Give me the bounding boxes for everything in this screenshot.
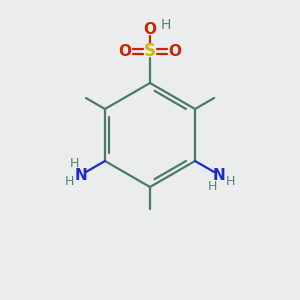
Text: H: H (226, 175, 235, 188)
Text: H: H (208, 180, 218, 193)
Text: O: O (118, 44, 131, 59)
Text: H: H (161, 18, 171, 32)
Text: O: O (169, 44, 182, 59)
Text: H: H (70, 157, 79, 170)
Text: N: N (74, 167, 87, 182)
Text: O: O (143, 22, 157, 37)
Text: N: N (213, 167, 226, 182)
Text: H: H (65, 175, 74, 188)
Text: S: S (144, 42, 156, 60)
